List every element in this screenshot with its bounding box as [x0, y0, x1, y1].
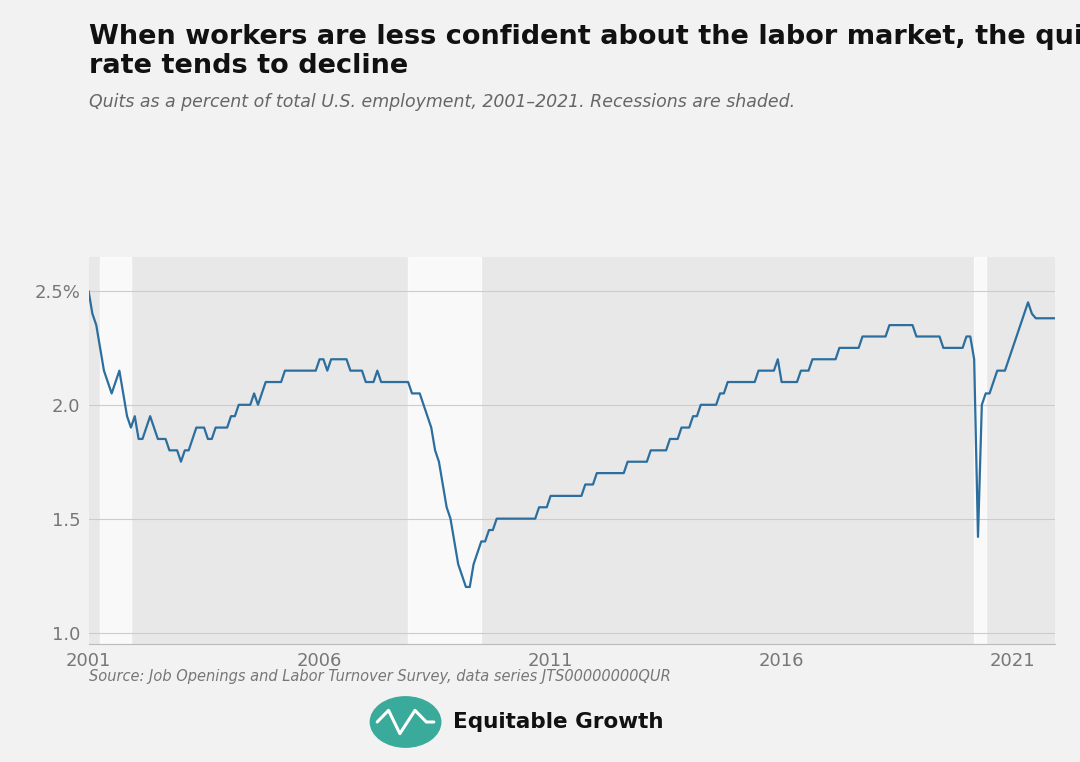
Bar — [974, 257, 986, 644]
Bar — [100, 257, 131, 644]
Text: When workers are less confident about the labor market, the quits: When workers are less confident about th… — [89, 24, 1080, 50]
Text: Equitable Growth: Equitable Growth — [453, 712, 663, 732]
Bar — [408, 257, 482, 644]
Text: Quits as a percent of total U.S. employment, 2001–2021. Recessions are shaded.: Quits as a percent of total U.S. employm… — [89, 93, 795, 111]
Ellipse shape — [369, 696, 442, 748]
Text: rate tends to decline: rate tends to decline — [89, 53, 408, 79]
Text: Source: Job Openings and Labor Turnover Survey, data series JTS00000000QUR: Source: Job Openings and Labor Turnover … — [89, 669, 671, 684]
